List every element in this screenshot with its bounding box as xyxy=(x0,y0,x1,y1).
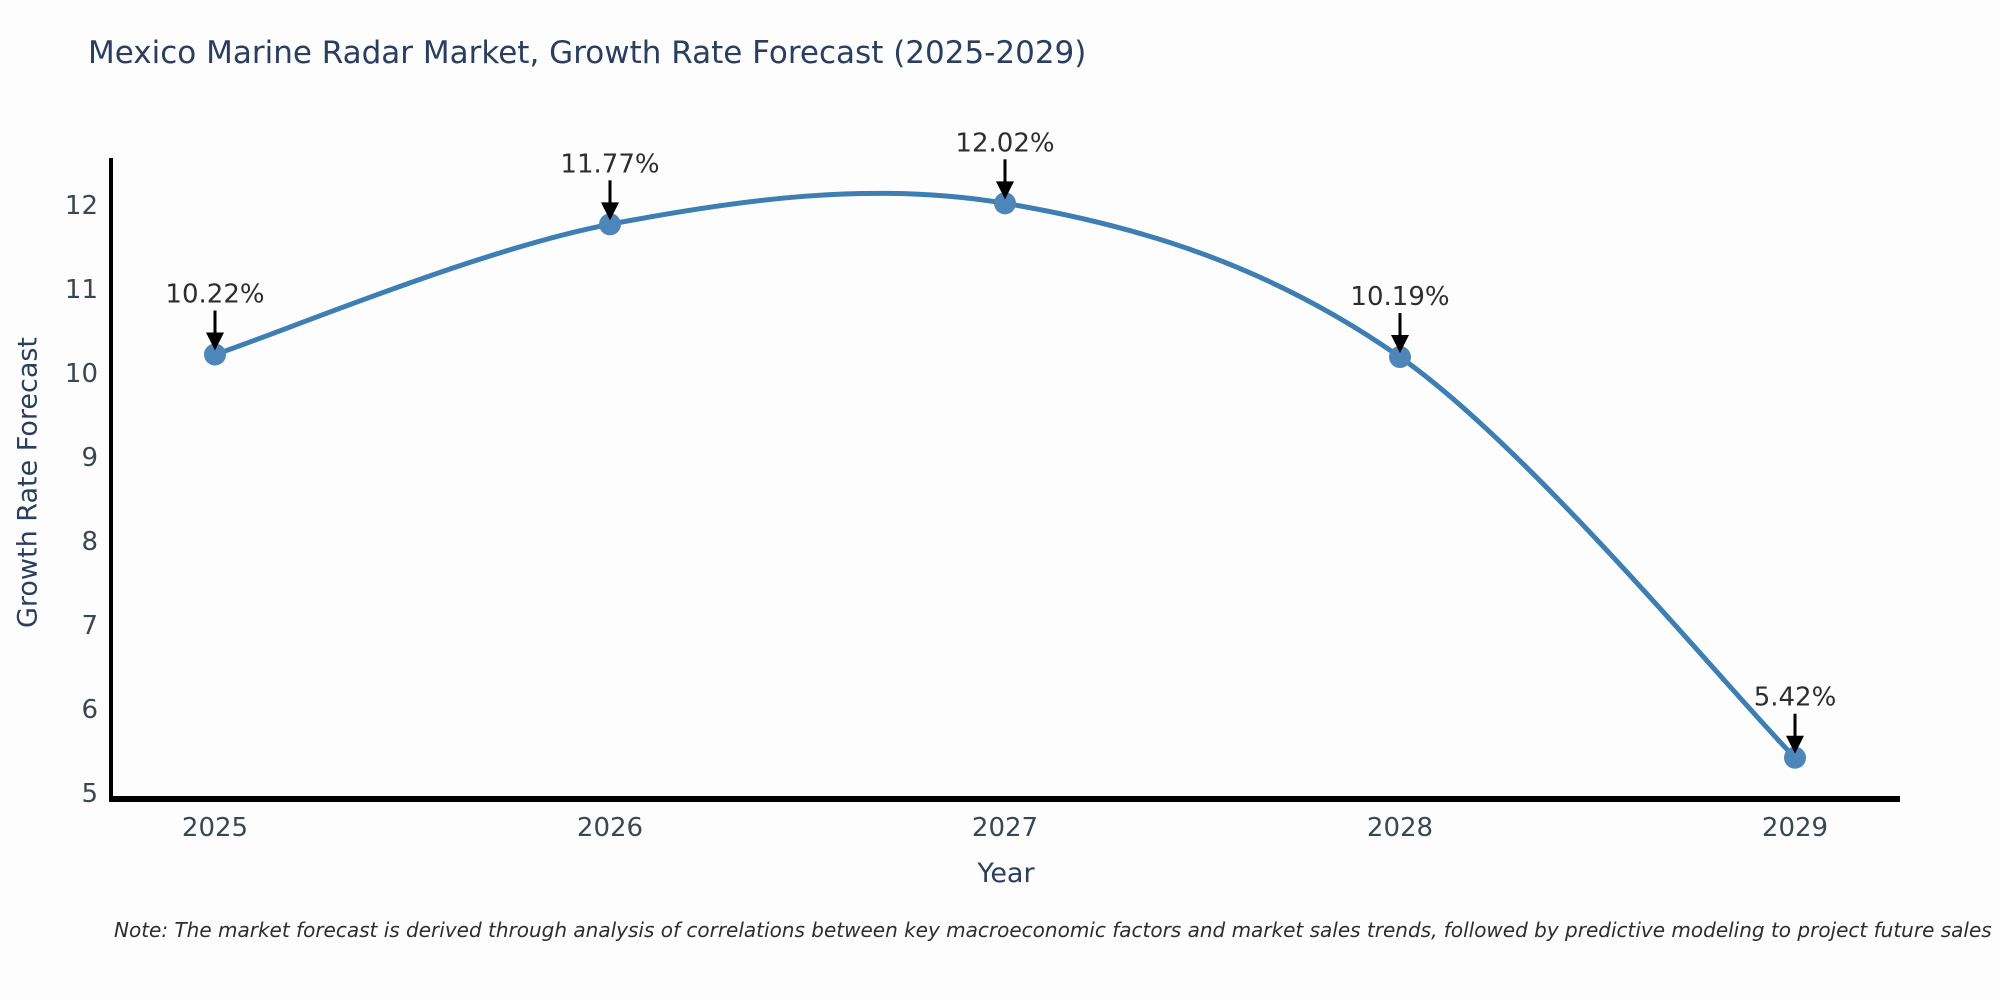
data-point-2025 xyxy=(204,343,226,366)
annotation-arrow-head xyxy=(1786,735,1804,754)
y-tick-label: 8 xyxy=(81,527,98,557)
x-axis-title: Year xyxy=(977,858,1035,889)
data-point-2028 xyxy=(1389,346,1411,369)
footnote: Note: The market forecast is derived thr… xyxy=(114,918,1992,942)
data-point-2027 xyxy=(994,192,1016,215)
x-tick-label: 2026 xyxy=(577,813,643,843)
point-label-2025: 10.22% xyxy=(165,280,264,310)
y-tick-label: 11 xyxy=(65,275,98,305)
trend-line xyxy=(212,190,1798,761)
x-tick-label: 2025 xyxy=(182,813,248,843)
point-label-2027: 12.02% xyxy=(955,128,1054,158)
y-tick-label: 10 xyxy=(65,359,98,389)
data-point-2029 xyxy=(1784,746,1806,769)
x-tick-label: 2028 xyxy=(1367,813,1433,843)
annotation-arrow-head xyxy=(206,332,224,351)
annotation-arrow-head xyxy=(601,202,619,221)
annotation-arrow-head xyxy=(1391,335,1409,354)
data-point-2026 xyxy=(599,213,621,236)
point-label-2026: 11.77% xyxy=(560,149,659,179)
y-tick-label: 9 xyxy=(81,443,98,473)
y-axis-title: Growth Rate Forecast xyxy=(12,336,44,629)
y-tick-label: 7 xyxy=(81,611,98,641)
chart-title: Mexico Marine Radar Market, Growth Rate … xyxy=(88,35,1087,71)
y-tick-label: 5 xyxy=(81,779,98,809)
point-label-2029: 5.42% xyxy=(1754,683,1837,713)
y-tick-label: 12 xyxy=(65,191,98,221)
x-tick-label: 2029 xyxy=(1762,813,1828,843)
axis-spines xyxy=(109,158,1900,802)
point-label-2028: 10.19% xyxy=(1350,282,1449,312)
annotation-arrow-head xyxy=(996,181,1014,200)
y-tick-label: 6 xyxy=(81,695,98,725)
x-tick-label: 2027 xyxy=(972,813,1038,843)
